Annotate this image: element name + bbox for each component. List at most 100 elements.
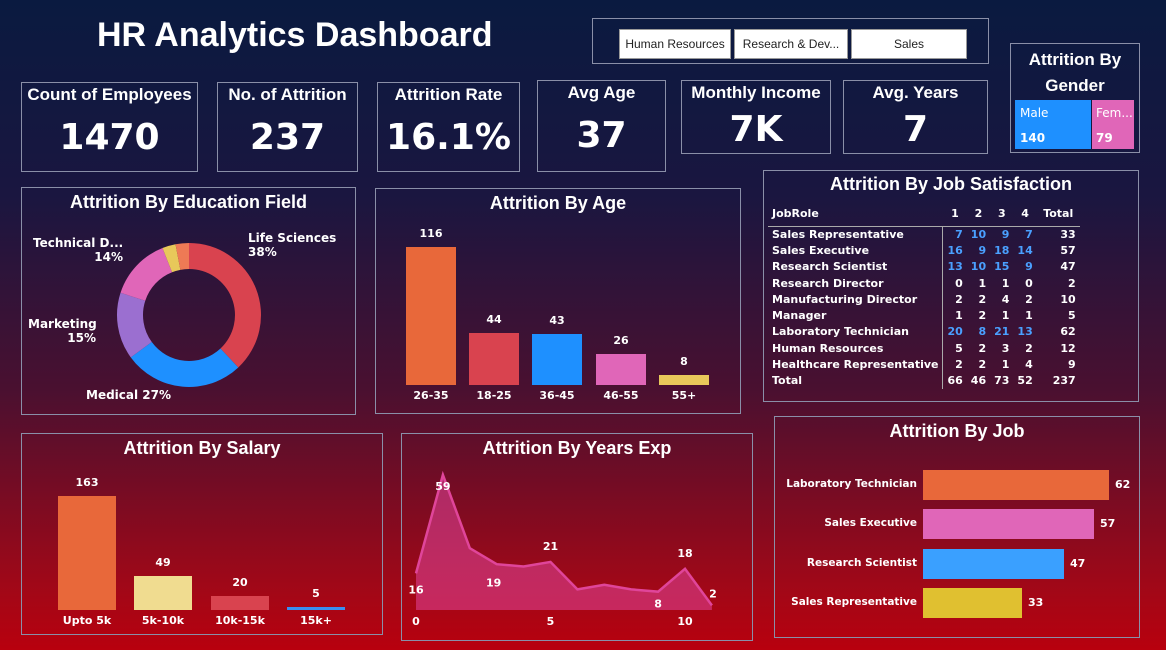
cell-value: 1 bbox=[1001, 309, 1010, 323]
category-label: Sales Executive bbox=[824, 517, 917, 529]
cell-value: 13 bbox=[942, 258, 967, 275]
age-chart: Attrition By Age 116 26-35 44 18-25 43 36-45 2… bbox=[375, 188, 741, 414]
cell-jobrole: Human Resources bbox=[772, 341, 884, 355]
cell-value: 1 bbox=[1001, 276, 1010, 290]
bar bbox=[923, 588, 1022, 618]
gender-female-tile[interactable]: Fem... 79 bbox=[1092, 100, 1134, 149]
cell-value: 2 bbox=[978, 358, 987, 372]
cell-value: 0 bbox=[942, 274, 967, 292]
slicer-sales[interactable]: Sales bbox=[851, 29, 967, 59]
label-life-sciences: Life Sciences 38% bbox=[248, 231, 337, 259]
kpi-label: Count of Employees bbox=[27, 85, 192, 104]
table-row: Healthcare Representative 2 2 1 4 9 bbox=[768, 356, 1080, 373]
bar bbox=[211, 596, 269, 610]
male-value: 140 bbox=[1020, 131, 1046, 145]
category-label: 10k-15k bbox=[215, 614, 265, 627]
header-row: JobRole 1 2 3 4 Total bbox=[768, 202, 1080, 226]
cell-value: 10 bbox=[1060, 292, 1076, 306]
chart-title: Attrition By Years Exp bbox=[482, 438, 672, 458]
cell-value: 2 bbox=[978, 292, 987, 306]
data-label: 49 bbox=[155, 555, 171, 569]
cell-value: 52 bbox=[1017, 374, 1033, 388]
category-label: 18-25 bbox=[476, 389, 512, 402]
job-chart: Attrition By Job Laboratory Technician 62… bbox=[774, 416, 1140, 638]
data-label: 47 bbox=[1070, 557, 1086, 570]
chart-title: Attrition By Age bbox=[489, 193, 627, 213]
kpi-count-employees: Count of Employees 1470 bbox=[21, 82, 198, 172]
department-slicer: Human Resources Research & Dev... Sales bbox=[592, 18, 989, 64]
category-label: 26-35 bbox=[413, 389, 449, 402]
cell-value: 10 bbox=[970, 227, 987, 241]
data-label: 16 bbox=[408, 583, 424, 596]
cell-value: 16 bbox=[942, 242, 967, 259]
cell-value: 9 bbox=[1025, 260, 1033, 274]
kpi-label: No. of Attrition bbox=[228, 85, 347, 104]
donut-slice bbox=[162, 244, 181, 273]
kpi-value: 7K bbox=[729, 109, 783, 150]
cell-value: 1 bbox=[942, 307, 967, 324]
bar bbox=[923, 549, 1064, 579]
bar bbox=[287, 606, 345, 610]
cell-value: 4 bbox=[1025, 358, 1033, 372]
total-row: Total 66 46 73 52 237 bbox=[768, 372, 1080, 389]
bar bbox=[659, 375, 709, 385]
cell-value: 15 bbox=[994, 260, 1010, 274]
female-value: 79 bbox=[1096, 131, 1113, 145]
area-chart: 16 59 19 21 8 18 2 0 5 10 bbox=[408, 470, 717, 628]
kpi-label: Monthly Income bbox=[691, 83, 821, 102]
gender-male-tile[interactable]: Male 140 bbox=[1015, 100, 1091, 149]
category-label: Upto 5k bbox=[62, 614, 112, 627]
cell-value: 2 bbox=[942, 291, 967, 308]
cell-value: 2 bbox=[1068, 276, 1076, 290]
donut-slice bbox=[175, 243, 189, 270]
cell-value: 46 bbox=[970, 374, 987, 388]
slicer-human-resources[interactable]: Human Resources bbox=[619, 29, 731, 59]
cell-value: 20 bbox=[942, 323, 967, 341]
category-label: 36-45 bbox=[539, 389, 575, 402]
data-label: 21 bbox=[543, 540, 558, 553]
chart-title: Attrition By Education Field bbox=[70, 192, 307, 212]
data-label: 44 bbox=[486, 312, 502, 326]
table-row: Manager 1 2 1 1 5 bbox=[768, 307, 1080, 324]
column-header[interactable]: JobRole bbox=[772, 207, 819, 221]
donut-slice bbox=[116, 292, 152, 358]
label-medical: Medical 27% bbox=[86, 388, 172, 402]
label-technical: Technical D... 14% bbox=[33, 236, 124, 264]
cell-value: 1 bbox=[1025, 309, 1033, 323]
kpi-attrition-rate: Attrition Rate 16.1% bbox=[377, 82, 520, 172]
kpi-attrition-count: No. of Attrition 237 bbox=[217, 82, 358, 172]
data-label: 116 bbox=[419, 226, 443, 240]
cell-jobrole: Sales Representative bbox=[772, 227, 904, 241]
category-label: Research Scientist bbox=[806, 557, 917, 569]
bar bbox=[406, 246, 456, 385]
cell-jobrole: Manufacturing Director bbox=[772, 292, 918, 306]
category-label: Laboratory Technician bbox=[786, 478, 917, 490]
gender-title: Attrition By Gender bbox=[1028, 50, 1122, 95]
chart-title: Attrition By Salary bbox=[123, 438, 281, 458]
slicer-research-dev[interactable]: Research & Dev... bbox=[734, 29, 848, 59]
male-label: Male bbox=[1020, 106, 1049, 120]
column-header: 2 bbox=[974, 207, 983, 221]
category-label: Sales Representative bbox=[791, 596, 917, 608]
cell-value: 13 bbox=[1017, 325, 1033, 339]
data-label: 18 bbox=[677, 547, 692, 560]
data-label: 59 bbox=[435, 480, 450, 493]
cell-value: 9 bbox=[1068, 358, 1076, 372]
bar bbox=[923, 509, 1094, 539]
cell-value: 237 bbox=[1052, 374, 1076, 388]
salary-chart: Attrition By Salary 163 Upto 5k 49 5k-10k 20… bbox=[21, 433, 383, 635]
cell-value: 5 bbox=[1068, 309, 1076, 323]
job-satisfaction-table: Attrition By Job Satisfaction JobRole 1 2 3… bbox=[763, 170, 1139, 402]
column-header: Total bbox=[1043, 207, 1074, 221]
x-tick-label: 5 bbox=[547, 615, 555, 628]
cell-jobrole: Total bbox=[772, 374, 803, 388]
donut-slice bbox=[189, 243, 261, 368]
table-row: Laboratory Technician 20 8 21 13 62 bbox=[768, 323, 1080, 341]
data-label: 8 bbox=[680, 355, 688, 369]
data-label: 163 bbox=[75, 475, 99, 489]
cell-value: 1 bbox=[1001, 358, 1010, 372]
cell-value: 57 bbox=[1060, 243, 1076, 257]
table-row: Sales Representative 7 10 9 7 33 bbox=[768, 226, 1080, 243]
data-label: 8 bbox=[654, 598, 662, 611]
cell-value: 73 bbox=[994, 374, 1010, 388]
